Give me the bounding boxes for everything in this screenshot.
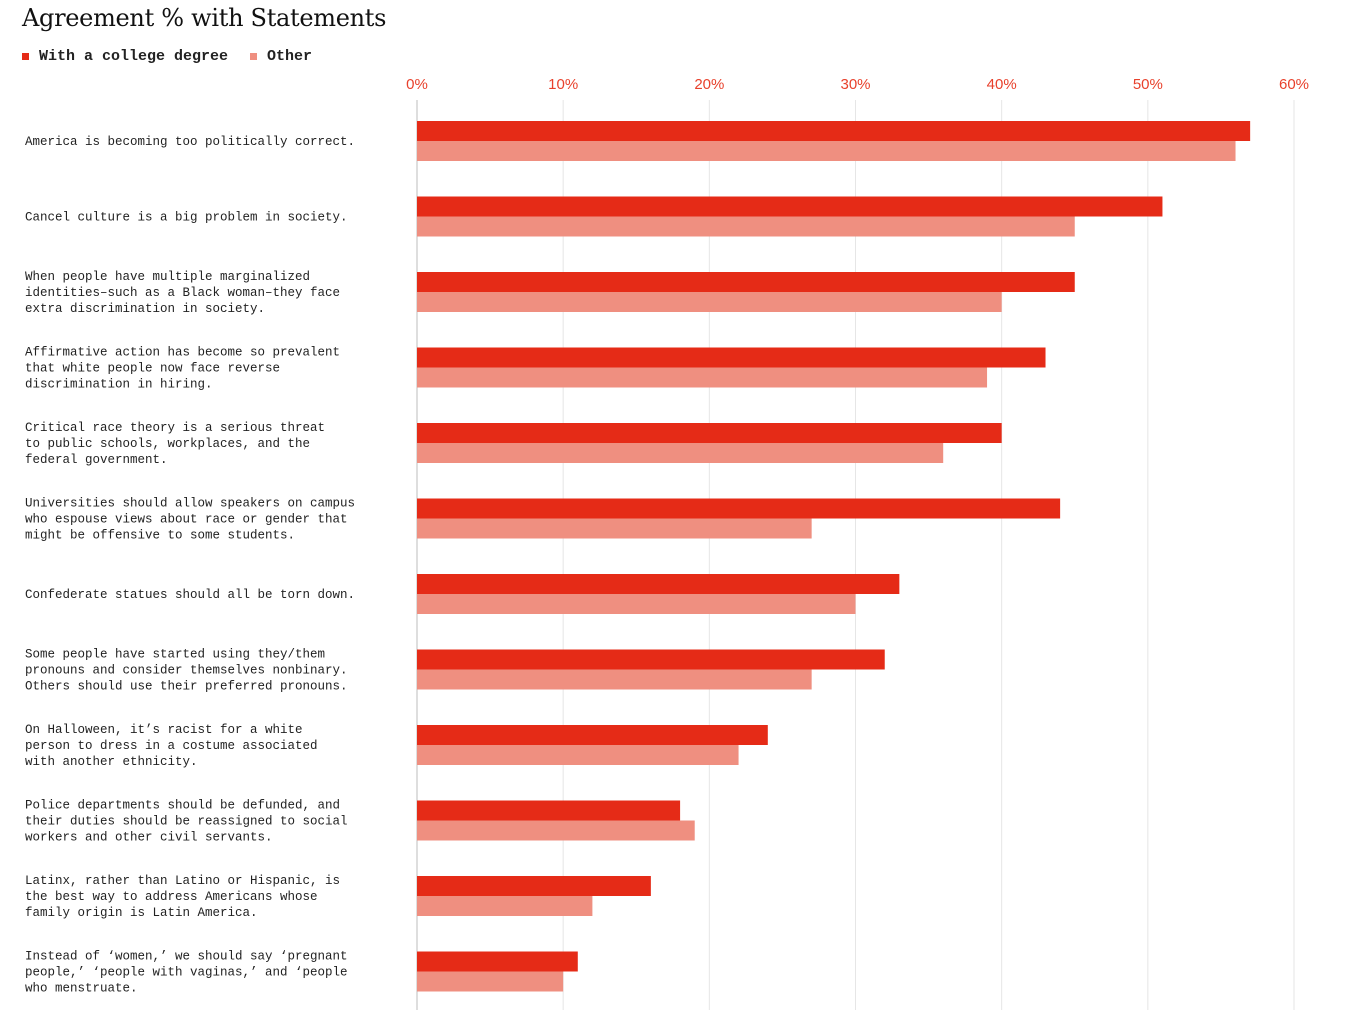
category-label: America is becoming too politically corr…: [25, 135, 355, 149]
category-label: Confederate statues should all be torn d…: [25, 588, 355, 602]
x-tick-label: 40%: [987, 76, 1017, 93]
bar-other: [417, 518, 812, 539]
x-tick-label: 10%: [548, 76, 578, 93]
legend-item-college: With a college degree: [22, 48, 228, 65]
bar-other: [417, 216, 1075, 237]
bar-other: [417, 367, 988, 388]
bar-college-degree: [417, 574, 900, 594]
legend: With a college degree Other: [22, 46, 334, 66]
category-label: might be offensive to some students.: [25, 528, 295, 542]
bar-college-degree: [417, 498, 1061, 519]
category-label: Latinx, rather than Latino or Hispanic, …: [25, 874, 340, 888]
chart-title: Agreement % with Statements: [22, 4, 387, 32]
category-label: that white people now face reverse: [25, 362, 280, 376]
bar-college-degree: [417, 272, 1075, 292]
category-label: Affirmative action has become so prevale…: [25, 346, 340, 360]
category-label: extra discrimination in society.: [25, 302, 265, 316]
bar-college-degree: [417, 423, 1002, 443]
legend-label-college: With a college degree: [39, 47, 229, 65]
category-label: family origin is Latin America.: [25, 906, 258, 920]
category-label: Critical race theory is a serious threat: [25, 421, 325, 435]
legend-item-other: Other: [250, 48, 312, 65]
category-label: person to dress in a costume associated: [25, 739, 318, 753]
category-label: discrimination in hiring.: [25, 377, 213, 391]
bar-other: [417, 669, 812, 690]
bar-college-degree: [417, 649, 885, 670]
category-label: with another ethnicity.: [25, 755, 198, 769]
bar-other: [417, 896, 593, 916]
category-label: pronouns and consider themselves nonbina…: [25, 664, 348, 678]
bar-other: [417, 971, 564, 992]
bar-college-degree: [417, 196, 1163, 217]
bar-college-degree: [417, 951, 578, 972]
category-label: who menstruate.: [25, 981, 138, 995]
category-label: Some people have started using they/them: [25, 648, 325, 662]
category-label: to public schools, workplaces, and the: [25, 437, 310, 451]
category-label: Universities should allow speakers on ca…: [25, 497, 355, 511]
x-tick-label: 20%: [694, 76, 724, 93]
x-tick-label: 50%: [1133, 76, 1163, 93]
category-label: Police departments should be defunded, a…: [25, 799, 340, 813]
category-label: Others should use their preferred pronou…: [25, 679, 348, 693]
bar-college-degree: [417, 121, 1251, 141]
legend-swatch-college: [22, 52, 29, 60]
category-label: identities–such as a Black woman–they fa…: [25, 286, 340, 300]
category-label: On Halloween, it’s racist for a white: [25, 723, 303, 737]
legend-label-other: Other: [267, 47, 313, 65]
x-tick-label: 0%: [406, 76, 428, 93]
x-tick-label: 30%: [840, 76, 870, 93]
bar-college-degree: [417, 876, 651, 896]
category-label: Cancel culture is a big problem in socie…: [25, 211, 348, 225]
bar-other: [417, 141, 1236, 161]
category-label: the best way to address Americans whose: [25, 890, 318, 904]
bar-other: [417, 745, 739, 765]
category-label: their duties should be reassigned to soc…: [25, 815, 348, 829]
category-label: workers and other civil servants.: [25, 830, 273, 844]
bar-other: [417, 594, 856, 614]
category-label: federal government.: [25, 453, 168, 467]
bar-college-degree: [417, 347, 1046, 368]
bar-other: [417, 443, 944, 463]
category-label: Instead of ‘women,’ we should say ‘pregn…: [25, 950, 348, 964]
bar-other: [417, 820, 695, 841]
legend-swatch-other: [250, 52, 258, 60]
category-label: people,’ ‘people with vaginas,’ and ‘peo…: [25, 966, 348, 980]
bar-college-degree: [417, 800, 681, 821]
bar-other: [417, 292, 1002, 312]
category-label: who espouse views about race or gender t…: [25, 513, 348, 527]
bar-college-degree: [417, 725, 768, 745]
category-label: When people have multiple marginalized: [25, 270, 310, 284]
x-tick-label: 60%: [1279, 76, 1309, 93]
